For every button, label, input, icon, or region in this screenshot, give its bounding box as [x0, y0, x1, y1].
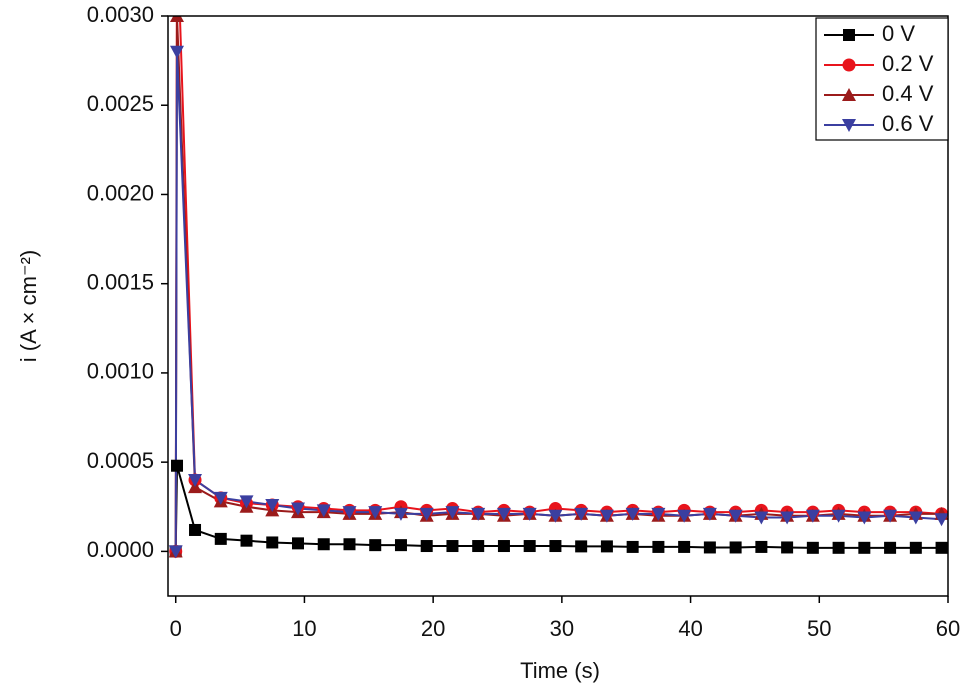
y-tick-label: 0.0025: [87, 91, 154, 116]
marker: [651, 507, 666, 521]
marker: [170, 16, 185, 22]
x-tick-label: 30: [550, 616, 574, 641]
marker: [393, 507, 408, 521]
marker: [291, 502, 305, 516]
marker: [265, 498, 280, 512]
marker: [909, 541, 922, 554]
x-tick-label: 50: [807, 616, 831, 641]
y-tick-label: 0.0005: [87, 448, 154, 473]
marker: [626, 540, 639, 553]
marker: [702, 507, 717, 521]
marker: [549, 540, 562, 553]
legend-marker: [842, 119, 856, 132]
legend-label: 0.6 V: [882, 111, 934, 136]
marker: [883, 509, 898, 523]
marker: [858, 541, 871, 554]
marker: [754, 511, 769, 525]
marker: [496, 507, 511, 521]
marker: [445, 506, 460, 520]
marker: [755, 540, 768, 553]
marker: [935, 541, 948, 554]
marker: [832, 541, 845, 554]
marker: [343, 538, 356, 551]
x-tick-label: 60: [936, 616, 960, 641]
marker: [239, 495, 254, 509]
marker: [213, 491, 228, 505]
y-tick-label: 0.0020: [87, 180, 154, 205]
marker: [394, 539, 407, 552]
y-tick-label: 0.0015: [87, 270, 154, 295]
x-tick-label: 40: [678, 616, 702, 641]
marker: [188, 474, 203, 487]
marker: [831, 509, 846, 523]
marker: [652, 540, 665, 553]
x-tick-label: 20: [421, 616, 445, 641]
marker: [170, 45, 185, 59]
legend-label: 0 V: [882, 21, 915, 46]
legend-marker: [842, 88, 856, 101]
marker: [908, 511, 923, 525]
marker: [599, 509, 614, 523]
x-tick-label: 10: [292, 616, 316, 641]
marker: [728, 509, 743, 523]
marker: [805, 509, 820, 523]
marker: [471, 507, 486, 521]
marker: [678, 540, 691, 553]
marker: [472, 540, 485, 553]
marker: [368, 506, 383, 520]
marker: [189, 523, 202, 536]
marker: [171, 459, 184, 472]
marker: [600, 540, 613, 553]
marker: [317, 538, 330, 551]
marker: [419, 507, 434, 521]
marker: [703, 541, 716, 554]
marker: [446, 540, 459, 553]
marker: [523, 540, 536, 553]
marker: [934, 513, 948, 527]
marker: [677, 509, 692, 523]
marker: [522, 507, 537, 521]
legend-marker: [843, 29, 855, 41]
marker: [574, 507, 589, 521]
marker: [292, 537, 304, 550]
marker: [369, 539, 382, 552]
marker: [420, 540, 433, 553]
marker: [214, 532, 227, 545]
marker: [168, 545, 183, 559]
marker: [625, 507, 640, 521]
y-tick-label: 0.0010: [87, 359, 154, 384]
marker: [240, 534, 253, 547]
legend-box: [815, 17, 949, 141]
marker: [266, 536, 279, 549]
legend-label: 0.2 V: [882, 51, 934, 76]
y-axis-label: i (A × cm⁻²): [16, 250, 41, 362]
y-tick-label: 0.0030: [87, 2, 154, 27]
plot-frame: [167, 15, 949, 597]
marker: [316, 504, 331, 518]
marker: [780, 511, 795, 525]
marker: [884, 541, 897, 554]
marker: [548, 509, 563, 523]
marker: [497, 540, 510, 553]
marker: [575, 540, 588, 553]
marker: [729, 541, 742, 554]
legend-marker: [842, 58, 856, 72]
plot-area: [168, 16, 948, 559]
marker: [806, 541, 819, 554]
x-axis-label: Time (s): [520, 658, 600, 683]
marker: [342, 506, 357, 520]
legend-label: 0.4 V: [882, 81, 934, 106]
x-tick-label: 0: [170, 616, 182, 641]
marker: [781, 541, 794, 554]
y-tick-label: 0.0000: [87, 537, 154, 562]
marker: [857, 511, 872, 525]
